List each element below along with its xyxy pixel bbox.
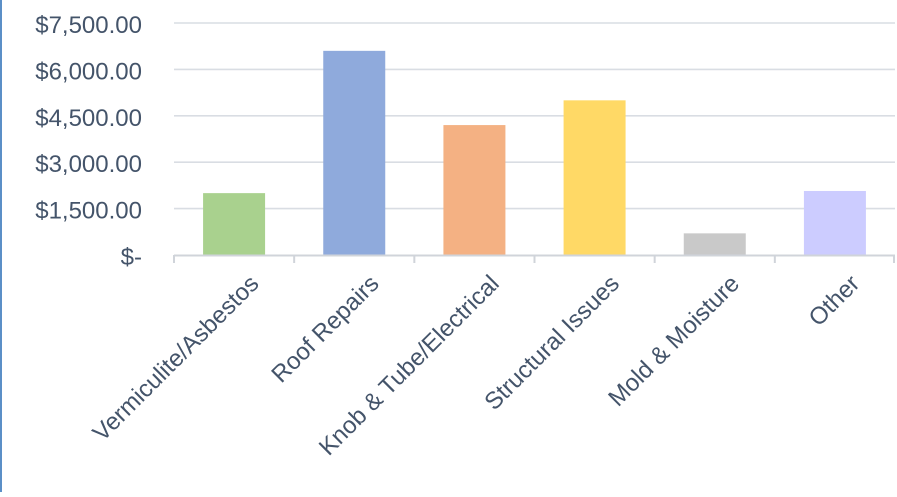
bar xyxy=(563,100,626,255)
y-tick-label: $6,000.00 xyxy=(35,58,142,85)
bar xyxy=(803,190,866,255)
y-tick-label: $4,500.00 xyxy=(35,105,142,132)
x-tick-label: Roof Repairs xyxy=(266,270,384,388)
x-tick-label: Other xyxy=(804,270,866,332)
bar xyxy=(683,233,746,255)
y-tick-label: $- xyxy=(121,244,142,271)
x-tick-label: Vermiculite/Asbestos xyxy=(88,270,265,447)
x-tick-label: Mold & Moisture xyxy=(603,270,745,412)
y-tick-label: $7,500.00 xyxy=(35,12,142,39)
y-tick-label: $3,000.00 xyxy=(35,151,142,178)
bars xyxy=(203,50,866,256)
bar xyxy=(203,193,266,255)
bar xyxy=(443,125,506,255)
y-axis-ticks: $- $1,500.00 $3,000.00 $4,500.00 $6,000.00 $7… xyxy=(35,12,142,271)
bar xyxy=(323,50,386,256)
gridlines xyxy=(174,22,895,210)
y-tick-label: $1,500.00 xyxy=(35,198,142,225)
x-axis xyxy=(173,254,895,263)
